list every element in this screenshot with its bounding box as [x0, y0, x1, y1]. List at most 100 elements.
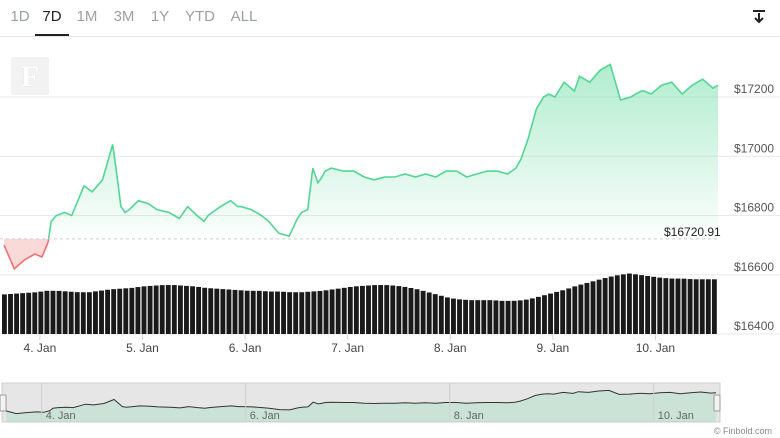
- finbold-credit: © Finbold.com: [713, 426, 772, 436]
- volume-bar: [626, 273, 632, 334]
- volume-bar: [681, 278, 687, 334]
- volume-bar: [426, 292, 432, 334]
- volume-bar: [596, 279, 602, 334]
- volume-bar: [208, 288, 214, 334]
- volume-bar: [232, 289, 238, 334]
- tab-all[interactable]: ALL: [230, 8, 258, 25]
- volume-bar: [68, 291, 74, 334]
- volume-bar: [238, 290, 244, 334]
- price-area-up: [48, 64, 719, 239]
- y-tick-label: $16400: [734, 319, 774, 333]
- volume-bar: [305, 291, 311, 334]
- volume-bar: [499, 300, 505, 334]
- volume-bar: [693, 279, 699, 334]
- volume-bar: [487, 300, 493, 334]
- navigator-tick-label: 4. Jan: [46, 410, 76, 422]
- volume-bar: [402, 286, 408, 334]
- navigator-area: [6, 390, 716, 422]
- volume-bar: [250, 290, 256, 334]
- volume-bar: [341, 287, 347, 334]
- volume-bar: [159, 285, 165, 334]
- volume-bar: [293, 292, 299, 334]
- volume-bar: [566, 288, 572, 334]
- volume-bar: [481, 300, 487, 334]
- navigator-handle-right[interactable]: [713, 394, 721, 412]
- tab-1d[interactable]: 1D: [10, 8, 30, 25]
- volume-bar: [256, 290, 262, 334]
- volume-bar: [657, 277, 663, 334]
- volume-bar: [511, 300, 517, 334]
- reference-label: $16720.91: [664, 225, 721, 239]
- x-tick-label: 6. Jan: [229, 341, 262, 355]
- volume-bar: [32, 292, 38, 334]
- volume-bar: [244, 290, 250, 334]
- tab-7d[interactable]: 7D: [35, 8, 69, 36]
- price-line-down: [3, 238, 50, 271]
- volume-bar: [111, 289, 117, 334]
- volume-bar: [639, 275, 644, 334]
- volume-bar: [26, 292, 32, 334]
- volume-bar: [675, 278, 681, 334]
- volume-bar: [165, 285, 171, 334]
- volume-bar: [505, 300, 511, 334]
- volume-bar: [548, 293, 553, 334]
- volume-bar: [317, 290, 323, 334]
- volume-bar: [287, 292, 293, 334]
- navigator-handle-left[interactable]: [0, 394, 7, 412]
- volume-bar: [687, 279, 693, 334]
- volume-bar: [44, 290, 50, 334]
- volume-bar: [329, 289, 335, 334]
- volume-bar: [62, 291, 68, 334]
- x-tick-label: 8. Jan: [434, 341, 467, 355]
- volume-bar: [620, 274, 626, 334]
- y-tick-label: $16600: [734, 260, 774, 274]
- volume-bar: [268, 291, 274, 334]
- volume-bar: [129, 287, 135, 334]
- volume-bar: [226, 289, 232, 334]
- volume-bar: [554, 291, 560, 334]
- volume-bar: [360, 285, 365, 334]
- volume-bar: [463, 299, 469, 334]
- volume-bar: [86, 292, 92, 334]
- volume-bar: [80, 292, 86, 334]
- tab-ytd[interactable]: YTD: [185, 8, 215, 25]
- volume-bar: [584, 282, 590, 334]
- volume-bar: [323, 290, 329, 334]
- tab-3m[interactable]: 3M: [113, 8, 135, 25]
- volume-bar: [408, 287, 414, 334]
- volume-bar: [93, 291, 98, 334]
- volume-bar: [529, 298, 535, 334]
- volume-bar: [347, 287, 353, 334]
- volume-bar: [275, 291, 280, 334]
- volume-bar: [475, 300, 481, 334]
- volume-bar: [311, 291, 317, 334]
- download-arrow-icon[interactable]: [750, 8, 768, 26]
- volume-bar: [663, 278, 669, 334]
- x-tick-label: 5. Jan: [126, 341, 159, 355]
- volume-bar: [74, 292, 80, 334]
- volume-bar: [420, 290, 426, 334]
- volume-bar: [105, 289, 111, 334]
- volume-bar: [542, 295, 547, 334]
- volume-bar: [190, 286, 195, 334]
- volume-bar: [38, 291, 44, 334]
- volume-bar: [177, 285, 183, 334]
- y-tick-label: $17000: [734, 141, 774, 155]
- volume-bar: [8, 293, 13, 334]
- tab-1m[interactable]: 1M: [76, 8, 98, 25]
- volume-bar: [220, 289, 226, 334]
- volume-bar: [493, 300, 499, 334]
- navigator-line: [5, 389, 717, 415]
- tab-1y[interactable]: 1Y: [150, 8, 170, 25]
- volume-bar: [457, 299, 462, 334]
- volume-bar: [196, 286, 202, 334]
- volume-bar: [281, 291, 286, 334]
- volume-bar: [590, 281, 596, 334]
- volume-bar: [99, 290, 104, 334]
- volume-bar: [572, 286, 578, 334]
- volume-bar: [56, 290, 62, 334]
- y-tick-label: $17200: [734, 82, 774, 96]
- volume-bar: [578, 284, 584, 334]
- range-tabs: 1D 7D 1M 3M 1Y YTD ALL: [0, 0, 780, 37]
- volume-bar: [141, 286, 147, 334]
